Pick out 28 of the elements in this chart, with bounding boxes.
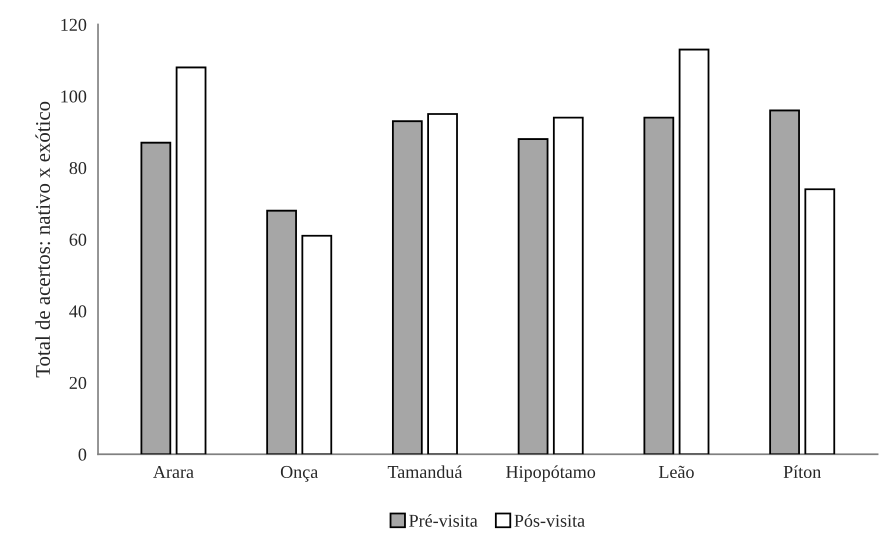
x-tick-label: Hipopótamo (506, 465, 596, 482)
x-tick-label: Píton (784, 465, 821, 478)
bar (427, 113, 458, 454)
y-axis-title: Total de acertos: nativo x exótico (35, 102, 50, 378)
y-tick-label: 20 (70, 376, 86, 390)
y-tick-label: 100 (61, 90, 86, 103)
x-tick-label: Arara (153, 466, 194, 478)
bar (266, 210, 297, 454)
legend-label: Pós-visita (514, 514, 585, 527)
bar (769, 110, 800, 454)
bar (804, 188, 836, 454)
bar (518, 138, 548, 454)
legend-label: Pré-visita (409, 514, 478, 527)
y-tick-label: 120 (61, 18, 86, 31)
x-tick-label: Onça (280, 466, 318, 482)
x-tick-label: Tamanduá (388, 465, 462, 478)
y-tick-label: 40 (69, 305, 86, 318)
y-tick-label: 60 (70, 234, 86, 246)
bar (176, 66, 206, 454)
bar (678, 48, 710, 454)
bar (643, 116, 674, 454)
bar (301, 234, 332, 454)
bar (392, 120, 423, 454)
x-tick-label: Leão (658, 466, 694, 478)
bar (552, 116, 584, 454)
y-tick-label: 0 (78, 448, 86, 461)
y-tick-label: 80 (70, 162, 86, 174)
bar (140, 142, 172, 454)
